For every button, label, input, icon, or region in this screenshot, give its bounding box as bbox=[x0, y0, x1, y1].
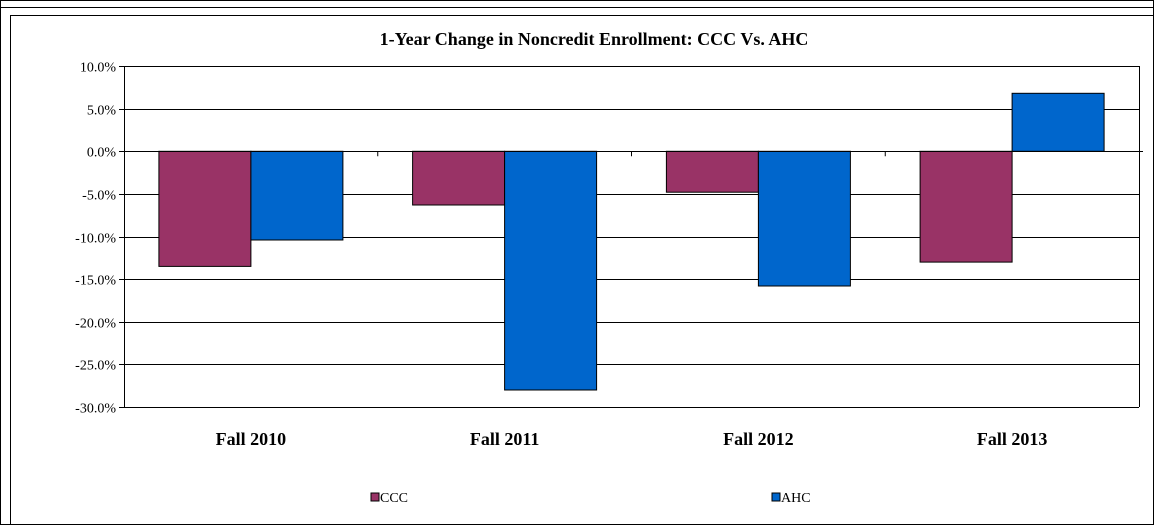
legend-label-ccc: CCC bbox=[380, 491, 408, 506]
legend-swatch-ahc bbox=[771, 492, 781, 502]
y-tick-label: -5.0% bbox=[82, 189, 116, 204]
x-tick-label: Fall 2013 bbox=[977, 429, 1048, 449]
legend: CCC AHC bbox=[370, 491, 811, 506]
axes bbox=[119, 66, 1140, 408]
x-tick-label: Fall 2010 bbox=[216, 429, 287, 449]
x-axis-labels: Fall 2010 Fall 2011 Fall 2012 Fall 2013 bbox=[216, 429, 1048, 449]
legend-swatch-ccc bbox=[370, 492, 380, 502]
bar-ahc bbox=[250, 150, 344, 241]
y-tick-label: -15.0% bbox=[75, 274, 116, 289]
x-tick-label: Fall 2011 bbox=[470, 429, 540, 449]
bars bbox=[158, 92, 1105, 391]
bar-ccc bbox=[919, 150, 1013, 263]
y-tick-label: -30.0% bbox=[75, 402, 116, 417]
bar-ahc bbox=[504, 150, 598, 391]
y-axis-ticks: 10.0% 5.0% 0.0% -5.0% -10.0% -15.0% -20.0% -25.… bbox=[75, 61, 116, 417]
bar-ahc bbox=[1011, 92, 1105, 152]
bar-ccc bbox=[412, 150, 506, 206]
x-tick-label: Fall 2012 bbox=[723, 429, 794, 449]
y-tick-label: 5.0% bbox=[87, 104, 117, 119]
zero-line-group bbox=[124, 151, 1143, 157]
bar-ccc bbox=[665, 150, 759, 193]
legend-label-ahc: AHC bbox=[781, 491, 811, 506]
chart-title: 1-Year Change in Noncredit Enrollment: C… bbox=[380, 29, 809, 49]
y-tick-label: 10.0% bbox=[80, 61, 117, 76]
bar-ahc bbox=[757, 150, 851, 287]
bar-ccc bbox=[158, 150, 252, 267]
y-tick-label: -20.0% bbox=[75, 317, 116, 332]
y-tick-label: 0.0% bbox=[87, 146, 117, 161]
y-tick-label: -10.0% bbox=[75, 232, 116, 247]
y-tick-label: -25.0% bbox=[75, 359, 116, 374]
